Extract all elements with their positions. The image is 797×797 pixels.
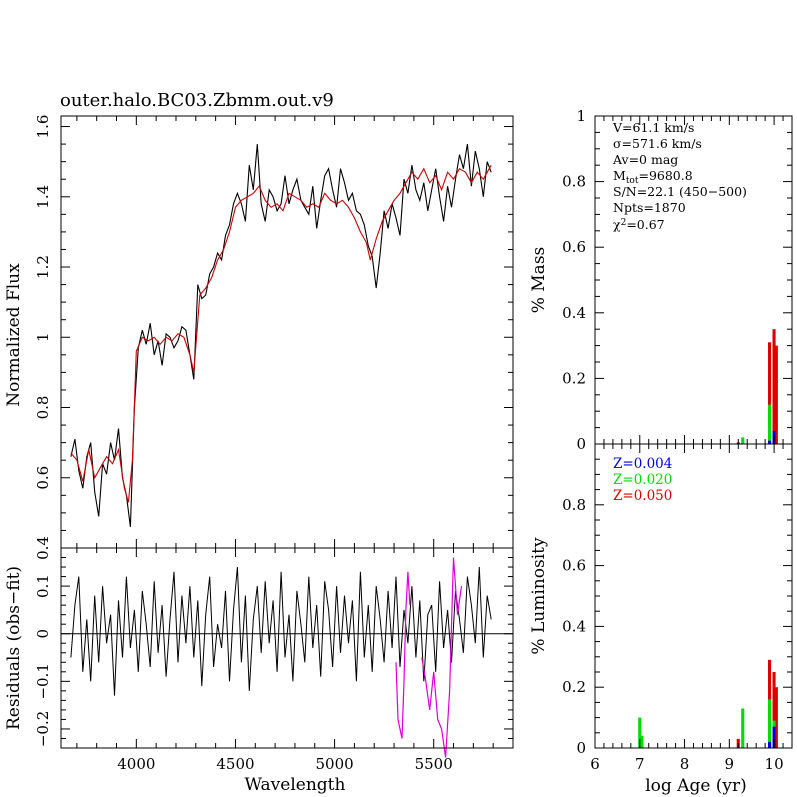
- mass-bar-Z0004-0: [768, 440, 772, 444]
- luminosity-ytick-label: 0.4: [562, 617, 586, 635]
- luminosity-xtick-label: 9: [725, 755, 735, 773]
- legend-z050: Z=0.050: [613, 488, 672, 504]
- spectrum-ytick-label: 0.6: [34, 466, 52, 490]
- mass-ytick-label: 0: [576, 435, 586, 453]
- residuals-xtick-label: 4000: [117, 755, 155, 773]
- chart-title: outer.halo.BC03.Zbmm.out.v9: [60, 90, 334, 111]
- metallicity-legend: Z=0.004 Z=0.020 Z=0.050: [613, 456, 672, 504]
- mass-ytick-label: 0.4: [562, 304, 586, 322]
- spectrum-series-model-fit: [70, 164, 492, 503]
- spectrum-ytick-label: 1: [34, 332, 52, 342]
- residuals-ylabel: Residuals (obs−fit): [4, 566, 24, 730]
- luminosity-ytick-label: 0: [576, 739, 586, 757]
- spectrum-ytick-label: 0.8: [34, 396, 52, 420]
- luminosity-ytick-label: 0.2: [562, 678, 586, 696]
- info-mtot: Mtot=9680.8: [613, 168, 693, 186]
- legend-z004: Z=0.004: [613, 456, 672, 472]
- luminosity-ylabel: % Luminosity: [529, 537, 549, 655]
- mass-ytick-label: 0.6: [562, 238, 586, 256]
- info-sigma: σ=571.6 km/s: [613, 136, 702, 151]
- luminosity-ytick-label: 0.8: [562, 496, 586, 514]
- mass-bar-Z0020-0: [741, 437, 745, 444]
- luminosity-bar-Z0050-2: [772, 672, 776, 748]
- info-chi2: χ2=0.67: [613, 217, 665, 232]
- luminosity-bar-Z0004-1: [772, 726, 776, 748]
- flux-ylabel: Normalized Flux: [4, 263, 24, 407]
- mass-ytick-label: 1: [576, 107, 586, 125]
- info-sigma-symbol: σ: [613, 136, 622, 151]
- info-mtot-sub: tot: [626, 176, 639, 186]
- info-velocity: V=61.1 km/s: [612, 120, 694, 135]
- spectrum-ytick-label: 1.6: [34, 115, 52, 139]
- luminosity-ytick-label: 0.6: [562, 557, 586, 575]
- residuals-ytick-label: 0.1: [34, 574, 52, 598]
- info-chi-value: =0.67: [626, 217, 664, 232]
- mass-ylabel: % Mass: [529, 247, 549, 314]
- residuals-ytick-label: −0.2: [34, 711, 52, 747]
- residuals-series: [70, 566, 492, 696]
- residuals-frame: [60, 547, 514, 749]
- info-mtot-value: =9680.8: [638, 168, 692, 183]
- residuals-xtick-label: 5000: [315, 755, 353, 773]
- spectrum-ytick-label: 1.4: [34, 185, 52, 209]
- info-mtot-label: M: [613, 168, 626, 183]
- luminosity-xtick-label: 6: [590, 755, 600, 773]
- luminosity-xtick-label: 7: [635, 755, 645, 773]
- mass-bar-Z0050-2: [772, 329, 776, 444]
- info-sigma-value: =571.6 km/s: [622, 136, 702, 151]
- info-npts: Npts=1870: [613, 200, 686, 215]
- residuals-xtick-label: 5500: [415, 755, 453, 773]
- residuals-ytick-label: 0: [34, 629, 52, 639]
- luminosity-bar-Z0050-3: [774, 687, 778, 748]
- luminosity-bar-Z0020-3: [768, 699, 772, 748]
- luminosity-bar-Z0020-1: [640, 735, 644, 748]
- legend-z020: Z=0.020: [613, 472, 672, 488]
- logage-xlabel: log Age (yr): [645, 776, 747, 796]
- mass-bar-Z0020-1: [768, 404, 772, 444]
- residuals-masked-segment-0: [395, 571, 411, 739]
- mass-ytick-label: 0.8: [562, 173, 586, 191]
- residuals-masked-segment-1: [421, 557, 463, 758]
- spectrum-ytick-label: 1.2: [34, 255, 52, 279]
- luminosity-bar-Z0020-0: [638, 717, 642, 748]
- luminosity-bar-Z0004-0: [768, 741, 772, 748]
- info-av: Av=0 mag: [612, 152, 678, 167]
- spectrum-ytick-label: 0.4: [34, 536, 52, 560]
- info-sn: S/N=22.1 (450−500): [613, 184, 747, 199]
- mass-bar-Z0050-1: [768, 342, 772, 444]
- info-chi-sup: 2: [621, 218, 627, 228]
- luminosity-xtick-label: 8: [680, 755, 690, 773]
- residuals-ytick-label: −0.1: [34, 663, 52, 699]
- wavelength-xlabel: Wavelength: [245, 775, 346, 795]
- mass-ytick-label: 0.2: [562, 369, 586, 387]
- residuals-xtick-label: 4500: [216, 755, 254, 773]
- luminosity-bar-Z0020-2: [741, 708, 745, 748]
- spectrum-series-observed: [70, 144, 492, 527]
- luminosity-xtick-label: 10: [765, 755, 784, 773]
- fit-info: V=61.1 km/s σ=571.6 km/s Av=0 mag Mtot=9…: [612, 120, 747, 232]
- mass-bar-Z0050-3: [774, 345, 778, 444]
- info-chi-label: χ: [613, 217, 621, 232]
